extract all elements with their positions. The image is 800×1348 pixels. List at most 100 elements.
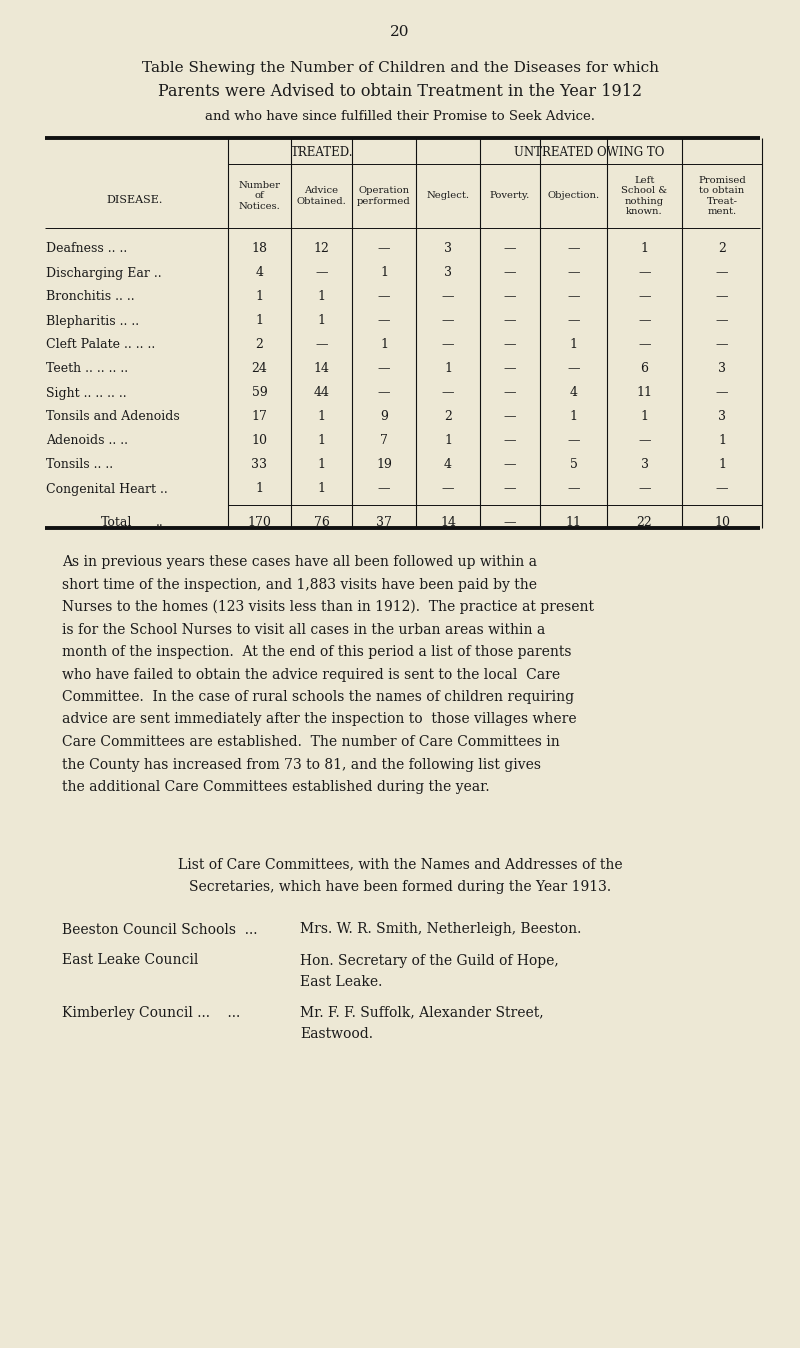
Text: 1: 1 [318,291,326,303]
Text: 10: 10 [714,516,730,530]
Text: Adenoids .. ..: Adenoids .. .. [46,434,128,448]
Text: 76: 76 [314,516,330,530]
Text: Tonsils .. ..: Tonsils .. .. [46,458,113,472]
Text: 1: 1 [718,434,726,448]
Text: Mr. F. F. Suffolk, Alexander Street,: Mr. F. F. Suffolk, Alexander Street, [300,1006,544,1019]
Text: Cleft Palate .. .. ..: Cleft Palate .. .. .. [46,338,155,352]
Text: 7: 7 [380,434,388,448]
Text: advice are sent immediately after the inspection to  those villages where: advice are sent immediately after the in… [62,713,577,727]
Text: —: — [378,314,390,328]
Text: 14: 14 [314,363,330,376]
Text: 1: 1 [318,314,326,328]
Text: 170: 170 [247,516,271,530]
Text: —: — [504,483,516,496]
Text: 33: 33 [251,458,267,472]
Text: —: — [638,338,650,352]
Text: —: — [442,338,454,352]
Text: 1: 1 [570,411,578,423]
Text: 22: 22 [637,516,652,530]
Text: —: — [504,458,516,472]
Text: 17: 17 [251,411,267,423]
Text: Teeth .. .. .. ..: Teeth .. .. .. .. [46,363,128,376]
Text: —: — [567,291,580,303]
Text: 1: 1 [255,483,263,496]
Text: —: — [716,267,728,279]
Text: —: — [378,363,390,376]
Text: Advice
Obtained.: Advice Obtained. [297,186,346,206]
Text: 1: 1 [444,363,452,376]
Text: 3: 3 [444,243,452,256]
Text: 1: 1 [444,434,452,448]
Text: —: — [504,291,516,303]
Text: Care Committees are established.  The number of Care Committees in: Care Committees are established. The num… [62,735,560,749]
Text: the additional Care Committees established during the year.: the additional Care Committees establish… [62,780,490,794]
Text: 1: 1 [318,411,326,423]
Text: —: — [638,314,650,328]
Text: —: — [442,483,454,496]
Text: 1: 1 [641,243,649,256]
Text: 44: 44 [314,387,330,399]
Text: —: — [504,243,516,256]
Text: 10: 10 [251,434,267,448]
Text: 12: 12 [314,243,330,256]
Text: As in previous years these cases have all been followed up within a: As in previous years these cases have al… [62,555,537,569]
Text: 1: 1 [318,434,326,448]
Text: 6: 6 [641,363,649,376]
Text: —: — [504,516,516,530]
Text: —: — [504,387,516,399]
Text: —: — [567,434,580,448]
Text: —: — [504,411,516,423]
Text: 3: 3 [718,411,726,423]
Text: month of the inspection.  At the end of this period a list of those parents: month of the inspection. At the end of t… [62,644,571,659]
Text: —: — [716,291,728,303]
Text: 11: 11 [566,516,582,530]
Text: —: — [442,314,454,328]
Text: 3: 3 [718,363,726,376]
Text: is for the School Nurses to visit all cases in the urban areas within a: is for the School Nurses to visit all ca… [62,623,546,636]
Text: —: — [504,434,516,448]
Text: 1: 1 [318,483,326,496]
Text: 1: 1 [380,338,388,352]
Text: —: — [567,363,580,376]
Text: —: — [567,483,580,496]
Text: Blepharitis .. ..: Blepharitis .. .. [46,314,139,328]
Text: ..: .. [156,516,164,530]
Text: 37: 37 [376,516,392,530]
Text: —: — [716,483,728,496]
Text: —: — [638,267,650,279]
Text: —: — [378,243,390,256]
Text: East Leake.: East Leake. [300,975,382,988]
Text: Congenital Heart ..: Congenital Heart .. [46,483,168,496]
Text: —: — [504,338,516,352]
Text: —: — [716,314,728,328]
Text: 4: 4 [255,267,263,279]
Text: 1: 1 [641,411,649,423]
Text: —: — [442,387,454,399]
Text: —: — [716,338,728,352]
Text: List of Care Committees, with the Names and Addresses of the: List of Care Committees, with the Names … [178,857,622,872]
Text: Sight .. .. .. ..: Sight .. .. .. .. [46,387,126,399]
Text: Deafness .. ..: Deafness .. .. [46,243,127,256]
Text: 1: 1 [570,338,578,352]
Text: DISEASE.: DISEASE. [107,195,163,205]
Text: Eastwood.: Eastwood. [300,1026,373,1041]
Text: 2: 2 [255,338,263,352]
Text: 59: 59 [252,387,267,399]
Text: —: — [638,434,650,448]
Text: 18: 18 [251,243,267,256]
Text: Secretaries, which have been formed during the Year 1913.: Secretaries, which have been formed duri… [189,879,611,894]
Text: 1: 1 [718,458,726,472]
Text: Mrs. W. R. Smith, Netherleigh, Beeston.: Mrs. W. R. Smith, Netherleigh, Beeston. [300,922,582,937]
Text: the County has increased from 73 to 81, and the following list gives: the County has increased from 73 to 81, … [62,758,541,771]
Text: 1: 1 [380,267,388,279]
Text: 1: 1 [255,291,263,303]
Text: Operation
performed: Operation performed [357,186,411,206]
Text: —: — [638,483,650,496]
Text: —: — [716,387,728,399]
Text: Left
School &
nothing
known.: Left School & nothing known. [622,175,667,216]
Text: Beeston Council Schools  ...: Beeston Council Schools ... [62,922,258,937]
Text: —: — [567,243,580,256]
Text: UNTREATED OWING TO: UNTREATED OWING TO [514,147,664,159]
Text: Objection.: Objection. [547,191,599,201]
Text: Table Shewing the Number of Children and the Diseases for which: Table Shewing the Number of Children and… [142,61,658,75]
